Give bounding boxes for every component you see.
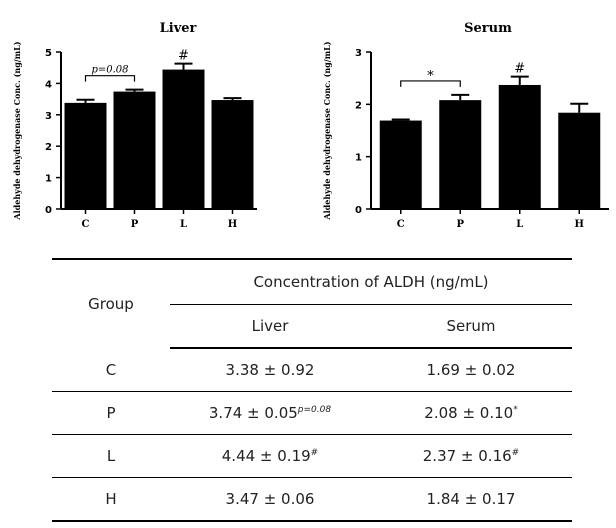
x-tick-label: L (180, 219, 187, 230)
bar (65, 103, 107, 209)
row-group: L (52, 435, 170, 478)
comparison-bracket (86, 76, 135, 82)
table-row: P 3.74 ± 0.05p=0.08 2.08 ± 0.10* (52, 392, 572, 435)
y-axis-label: Aldehyde dehydrogenase Conc. (ng/mL) (322, 41, 332, 220)
row-serum: 2.08 ± 0.10* (370, 392, 572, 435)
x-tick-label: H (575, 219, 584, 230)
bracket-label: p=0.08 (91, 65, 128, 76)
table-row: L 4.44 ± 0.19# 2.37 ± 0.16# (52, 435, 572, 478)
bar (499, 85, 541, 209)
y-tick-label: 3 (45, 111, 52, 122)
row-group: H (52, 478, 170, 522)
y-axis-label: Aldehyde dehydrogenase Conc. (ng/mL) (12, 41, 22, 220)
y-tick-label: 4 (45, 79, 52, 90)
y-tick-label: 2 (355, 100, 362, 111)
conc-header: Concentration of ALDH (ng/mL) (170, 259, 572, 305)
aldh-table: Group Concentration of ALDH (ng/mL) Live… (52, 258, 572, 522)
bar (212, 100, 254, 209)
chart-title: Serum (464, 21, 512, 36)
significance-mark: # (178, 49, 189, 64)
bar (163, 70, 205, 209)
row-group: C (52, 348, 170, 392)
y-tick-label: 0 (355, 205, 362, 216)
x-tick-label: C (397, 219, 405, 230)
row-liver: 3.38 ± 0.92 (170, 348, 370, 392)
y-tick-label: 2 (45, 142, 52, 153)
x-tick-label: L (516, 219, 523, 230)
x-tick-label: P (456, 219, 464, 230)
bar (114, 92, 156, 209)
x-tick-label: H (228, 219, 237, 230)
row-group: P (52, 392, 170, 435)
row-liver: 3.74 ± 0.05p=0.08 (170, 392, 370, 435)
y-tick-label: 3 (355, 48, 362, 59)
row-serum: 1.84 ± 0.17 (370, 478, 572, 522)
significance-mark: # (514, 62, 525, 77)
serum-header: Serum (370, 305, 572, 349)
y-tick-label: 0 (45, 205, 52, 216)
y-tick-label: 5 (45, 48, 52, 59)
y-tick-label: 1 (45, 174, 52, 185)
row-liver: 4.44 ± 0.19# (170, 435, 370, 478)
row-serum: 1.69 ± 0.02 (370, 348, 572, 392)
bar (380, 121, 422, 209)
table-row: H 3.47 ± 0.06 1.84 ± 0.17 (52, 478, 572, 522)
x-tick-label: P (131, 219, 139, 230)
bar (558, 113, 600, 209)
charts-area: Liver Aldehyde dehydrogenase Conc. (ng/mL… (0, 0, 616, 240)
table-row: C 3.38 ± 0.92 1.69 ± 0.02 (52, 348, 572, 392)
bracket-label: * (427, 69, 434, 84)
group-header: Group (52, 259, 170, 348)
row-liver: 3.47 ± 0.06 (170, 478, 370, 522)
x-tick-label: C (82, 219, 90, 230)
row-serum: 2.37 ± 0.16# (370, 435, 572, 478)
liver-header: Liver (170, 305, 370, 349)
bar (439, 100, 481, 209)
chart-title: Liver (160, 21, 197, 36)
y-tick-label: 1 (355, 153, 362, 164)
